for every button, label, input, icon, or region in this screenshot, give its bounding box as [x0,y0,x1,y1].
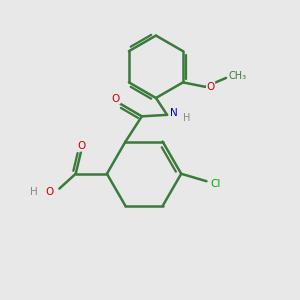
Text: H: H [183,113,190,123]
Text: Cl: Cl [210,179,220,189]
Text: O: O [206,82,215,92]
Text: O: O [46,187,54,196]
Text: CH₃: CH₃ [228,70,246,80]
Text: H: H [30,187,38,196]
Text: N: N [170,108,178,118]
Text: O: O [77,141,85,151]
Text: O: O [112,94,120,103]
